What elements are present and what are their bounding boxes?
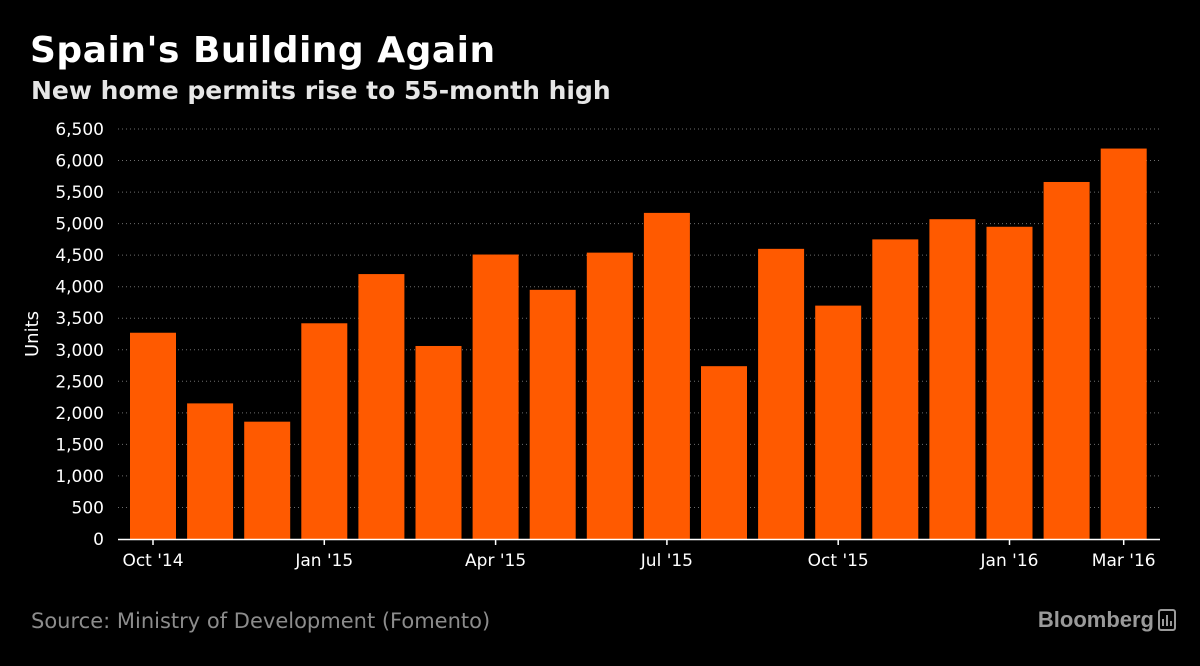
bar-15 xyxy=(986,226,1033,539)
bars xyxy=(130,148,1147,540)
bar-7 xyxy=(529,289,576,539)
bar-11 xyxy=(758,248,805,539)
axes: 0 500 1,000 1,500 2,000 2,500 3,000 3,500 4,000 4… xyxy=(22,120,1160,571)
source-note: Source: Ministry of Development (Fomento… xyxy=(31,609,491,633)
bar-0 xyxy=(130,332,176,539)
bar-10 xyxy=(701,366,747,539)
bar-3 xyxy=(301,323,348,539)
x-tick-label: Jan '16 xyxy=(980,551,1039,571)
x-tick-label: Oct '14 xyxy=(122,551,183,571)
bar-9 xyxy=(643,212,690,539)
brand-logo: Bloomberg xyxy=(1038,607,1176,633)
grid-lines xyxy=(118,128,1160,508)
y-tick-label: 3,000 xyxy=(55,341,104,361)
chart-title: Spain's Building Again xyxy=(30,30,496,71)
bar-1 xyxy=(187,403,234,539)
bar-17 xyxy=(1100,148,1147,540)
y-tick-label: 5,000 xyxy=(55,215,104,235)
terminal-icon xyxy=(1158,609,1176,631)
bar-13 xyxy=(872,239,919,539)
bar-2 xyxy=(244,421,291,539)
x-tick-label: Mar '16 xyxy=(1092,551,1156,571)
y-tick-label: 2,000 xyxy=(55,404,104,424)
y-tick-label: 6,000 xyxy=(55,152,104,172)
x-tick-label: Oct '15 xyxy=(808,551,869,571)
x-tick-label: Jul '15 xyxy=(640,551,693,571)
y-tick-label: 6,500 xyxy=(55,120,104,140)
x-tick-label: Apr '15 xyxy=(465,551,526,571)
brand-name: Bloomberg xyxy=(1037,607,1154,632)
x-tick-label: Jan '15 xyxy=(294,551,353,571)
y-tick-label: 0 xyxy=(93,530,104,550)
bar-5 xyxy=(415,345,462,539)
bar-14 xyxy=(929,219,976,539)
y-tick-label: 4,000 xyxy=(55,278,104,298)
bar-16 xyxy=(1043,181,1090,539)
y-tick-label: 2,500 xyxy=(55,372,104,392)
bar-12 xyxy=(815,305,862,539)
bar-8 xyxy=(586,252,633,539)
bar-6 xyxy=(472,254,519,539)
y-axis-label: Units xyxy=(22,311,43,357)
y-tick-label: 4,500 xyxy=(55,246,104,266)
y-tick-label: 1,000 xyxy=(55,467,104,487)
bar-chart: 0 500 1,000 1,500 2,000 2,500 3,000 3,500 4,000 4… xyxy=(22,120,1160,571)
y-tick-label: 3,500 xyxy=(55,309,104,329)
y-tick-label: 500 xyxy=(72,498,104,518)
chart-subtitle: New home permits rise to 55-month high xyxy=(31,76,611,105)
y-tick-label: 1,500 xyxy=(55,435,104,455)
bar-4 xyxy=(358,274,405,539)
y-tick-label: 5,500 xyxy=(55,183,104,203)
